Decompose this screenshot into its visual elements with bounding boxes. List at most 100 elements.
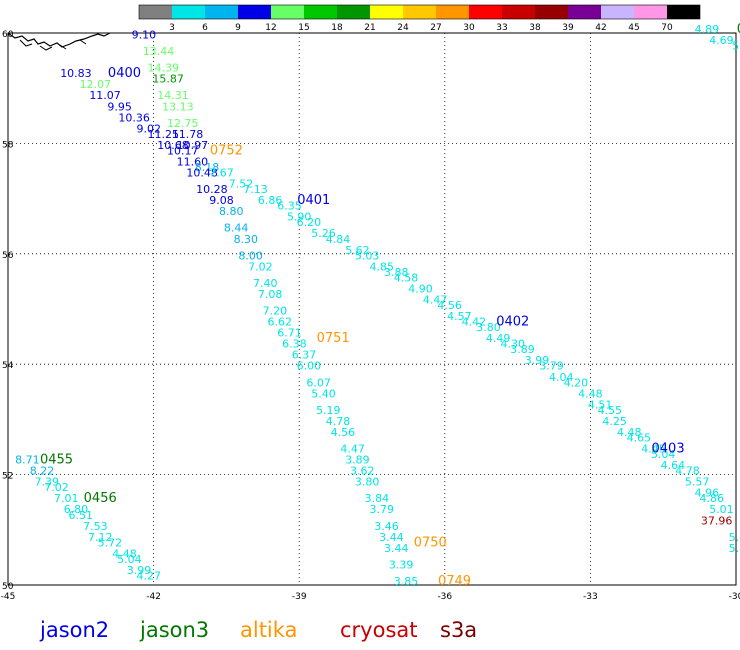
pass-label: 0402 [496, 315, 529, 330]
colorbar-label: 33 [496, 23, 507, 33]
swh-value: 6.35 [277, 200, 302, 213]
colorbar-swatch [436, 5, 469, 19]
swh-value: 8.80 [219, 205, 244, 218]
swh-value: 4.57 [447, 310, 472, 323]
swh-value: 6.20 [297, 216, 322, 229]
colorbar-swatch [535, 5, 568, 19]
swh-value: 10.97 [177, 139, 209, 152]
swh-value: 4.48 [112, 547, 137, 560]
colorbar-label: 42 [595, 23, 606, 33]
swh-value: 3.85 [394, 575, 419, 588]
swh-value: 4.96 [695, 487, 720, 500]
swh-value: 5.26 [311, 227, 336, 240]
pass-label: 0456 [84, 491, 117, 506]
swh-value: 4.45 [641, 443, 666, 456]
swh-value: 4.20 [564, 376, 589, 389]
swh-value: 11.07 [89, 89, 121, 102]
colorbar-swatch [337, 5, 370, 19]
swh-value: 4.42 [462, 316, 487, 329]
swh-value: 4.56 [331, 426, 356, 439]
swh-value: 15.87 [152, 73, 184, 86]
swh-value: 3.80 [355, 476, 380, 489]
swh-value: 4.49 [486, 332, 511, 345]
pass-label: 0400 [108, 66, 141, 81]
swh-value: 6.37 [292, 349, 317, 362]
swh-value: 4.78 [675, 465, 700, 478]
swh-value: 3.79 [369, 503, 394, 516]
swh-value: 8.71 [15, 454, 40, 467]
colorbar-label: 30 [463, 23, 475, 33]
swh-value: 4.30 [500, 338, 525, 351]
swh-value: 3.79 [539, 360, 564, 373]
swh-value: 3.84 [365, 492, 390, 505]
swh-value: 7.01 [54, 492, 79, 505]
swh-value: 10.48 [186, 167, 218, 180]
swh-value: 11.78 [172, 128, 204, 141]
colorbar-label: 45 [628, 23, 639, 33]
swh-value: 3.39 [389, 558, 414, 571]
swh-value: 5.57 [685, 476, 710, 489]
colorbar-label: 12 [265, 23, 276, 33]
legend-altika: altika [240, 618, 298, 642]
lat-lon-grid [7, 32, 737, 586]
colorbar-swatch [403, 5, 436, 19]
legend-cryosat: cryosat [340, 618, 418, 642]
swh-value: 4.56 [437, 299, 462, 312]
swh-value: 12.07 [80, 78, 112, 91]
swh-value: 5.03 [355, 249, 380, 262]
swh-value: 3.44 [379, 531, 404, 544]
y-tick-label: 50 [2, 582, 14, 592]
swh-value: 3.80 [476, 321, 501, 334]
pass-label: 0750 [414, 535, 447, 550]
colorbar-label: 38 [529, 23, 541, 33]
colorbar-swatch [139, 5, 172, 19]
swh-value: 3.89 [345, 454, 370, 467]
swh-value: 7.12 [88, 531, 113, 544]
x-tick-label: -42 [146, 592, 161, 602]
swh-value: 4.65 [627, 431, 652, 444]
swh-value: 4.51 [588, 398, 613, 411]
pass-label: 0455 [40, 453, 73, 468]
swh-value: 6.38 [282, 338, 307, 351]
colorbar-label: 6 [202, 23, 208, 33]
colorbar-swatch [271, 5, 304, 19]
y-tick-label: 60 [2, 30, 14, 40]
colorbar-swatch [568, 5, 601, 19]
swh-value: 7.53 [83, 520, 108, 533]
swh-value: 4.04 [549, 371, 574, 384]
swh-value: 10.17 [167, 144, 199, 157]
y-tick-label: 54 [2, 361, 14, 371]
colorbar-label: 18 [331, 23, 343, 33]
swh-value: 5.62 [345, 244, 370, 257]
swh-value: 37.96 [701, 514, 733, 527]
swh-value: 14.31 [157, 89, 189, 102]
legend-jason3: jason3 [140, 618, 210, 642]
y-tick-label: 56 [2, 251, 14, 261]
x-tick-label: -36 [437, 592, 452, 602]
axis-tick-labels: -45 -42 -39 -36 -33 -30 50 52 54 56 58 60 [1, 30, 740, 602]
x-tick-label: -30 [729, 592, 740, 602]
pass-label: 0401 [297, 193, 330, 208]
swh-value: 4.85 [369, 260, 394, 273]
colorbar-swatch [502, 5, 535, 19]
swh-value: 14.39 [148, 62, 180, 75]
colorbar-label: 15 [298, 23, 309, 33]
pass-label: 0 [737, 22, 740, 37]
colorbar-frame [138, 4, 701, 20]
colorbar-swatch [238, 5, 271, 19]
swh-value: 5.40 [311, 387, 336, 400]
swh-value: 9.95 [107, 100, 132, 113]
swh-value: 7.20 [263, 305, 288, 318]
swh-value: 6.86 [258, 194, 283, 207]
swh-value: 5.86 [729, 542, 740, 555]
swh-value: 11.25 [148, 128, 180, 141]
greenland-coastline [7, 32, 111, 51]
colorbar-swatch [634, 5, 667, 19]
colorbar-swatch [205, 5, 238, 19]
swh-value: 8.18 [195, 161, 220, 174]
colorbar-swatch [667, 5, 700, 19]
colorbar-label: 27 [430, 23, 441, 33]
swh-value: 11.60 [177, 155, 209, 168]
swh-value: 5.01 [709, 503, 734, 516]
